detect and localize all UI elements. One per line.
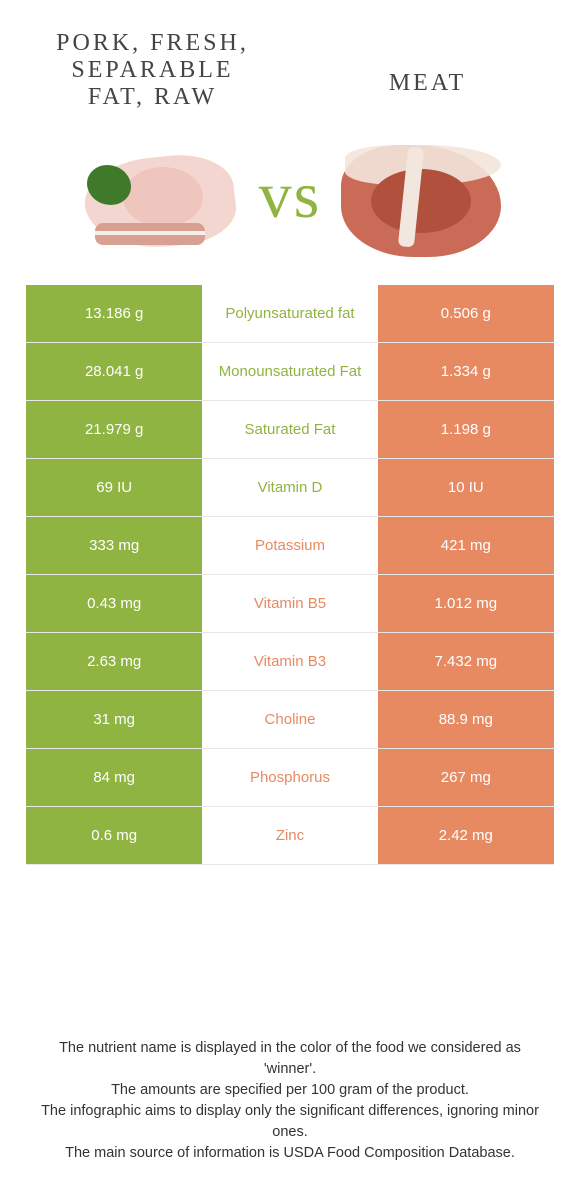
footer-line: The nutrient name is displayed in the co… [34, 1038, 546, 1080]
nutrient-label: Polyunsaturated fat [202, 285, 377, 342]
table-row: 0.6 mgZinc2.42 mg [26, 807, 554, 865]
nutrient-label: Vitamin B3 [202, 633, 377, 690]
left-title: Pork, fresh, separable fat, raw [40, 30, 265, 111]
left-value: 21.979 g [26, 401, 202, 458]
nutrient-label: Choline [202, 691, 377, 748]
left-value: 69 IU [26, 459, 202, 516]
left-value: 13.186 g [26, 285, 202, 342]
table-row: 333 mgPotassium421 mg [26, 517, 554, 575]
footer-line: The amounts are specified per 100 gram o… [34, 1080, 546, 1101]
nutrient-label: Monounsaturated Fat [202, 343, 377, 400]
right-value: 1.198 g [378, 401, 554, 458]
table-row: 69 IUVitamin D10 IU [26, 459, 554, 517]
nutrient-label: Zinc [202, 807, 377, 864]
right-value: 0.506 g [378, 285, 554, 342]
nutrient-label: Potassium [202, 517, 377, 574]
left-value: 0.43 mg [26, 575, 202, 632]
nutrient-label: Saturated Fat [202, 401, 377, 458]
footer-line: The main source of information is USDA F… [34, 1143, 546, 1164]
right-value: 88.9 mg [378, 691, 554, 748]
nutrient-label: Phosphorus [202, 749, 377, 806]
left-value: 84 mg [26, 749, 202, 806]
table-row: 31 mgCholine88.9 mg [26, 691, 554, 749]
right-value: 10 IU [378, 459, 554, 516]
footer-notes: The nutrient name is displayed in the co… [0, 1038, 580, 1164]
right-value: 421 mg [378, 517, 554, 574]
meat-image [331, 131, 511, 261]
images-row: vs [0, 111, 580, 285]
pork-image [69, 131, 249, 261]
left-value: 333 mg [26, 517, 202, 574]
right-value: 1.334 g [378, 343, 554, 400]
right-value: 267 mg [378, 749, 554, 806]
right-value: 7.432 mg [378, 633, 554, 690]
table-row: 0.43 mgVitamin B51.012 mg [26, 575, 554, 633]
comparison-table: 13.186 gPolyunsaturated fat0.506 g28.041… [26, 285, 554, 865]
table-row: 13.186 gPolyunsaturated fat0.506 g [26, 285, 554, 343]
left-value: 31 mg [26, 691, 202, 748]
table-row: 21.979 gSaturated Fat1.198 g [26, 401, 554, 459]
right-title: Meat [315, 30, 540, 111]
header: Pork, fresh, separable fat, raw Meat [0, 0, 580, 111]
nutrient-label: Vitamin B5 [202, 575, 377, 632]
table-row: 28.041 gMonounsaturated Fat1.334 g [26, 343, 554, 401]
left-value: 28.041 g [26, 343, 202, 400]
left-value: 2.63 mg [26, 633, 202, 690]
table-row: 2.63 mgVitamin B37.432 mg [26, 633, 554, 691]
right-value: 2.42 mg [378, 807, 554, 864]
right-value: 1.012 mg [378, 575, 554, 632]
nutrient-label: Vitamin D [202, 459, 377, 516]
vs-label: vs [249, 158, 332, 234]
footer-line: The infographic aims to display only the… [34, 1101, 546, 1143]
left-value: 0.6 mg [26, 807, 202, 864]
table-row: 84 mgPhosphorus267 mg [26, 749, 554, 807]
